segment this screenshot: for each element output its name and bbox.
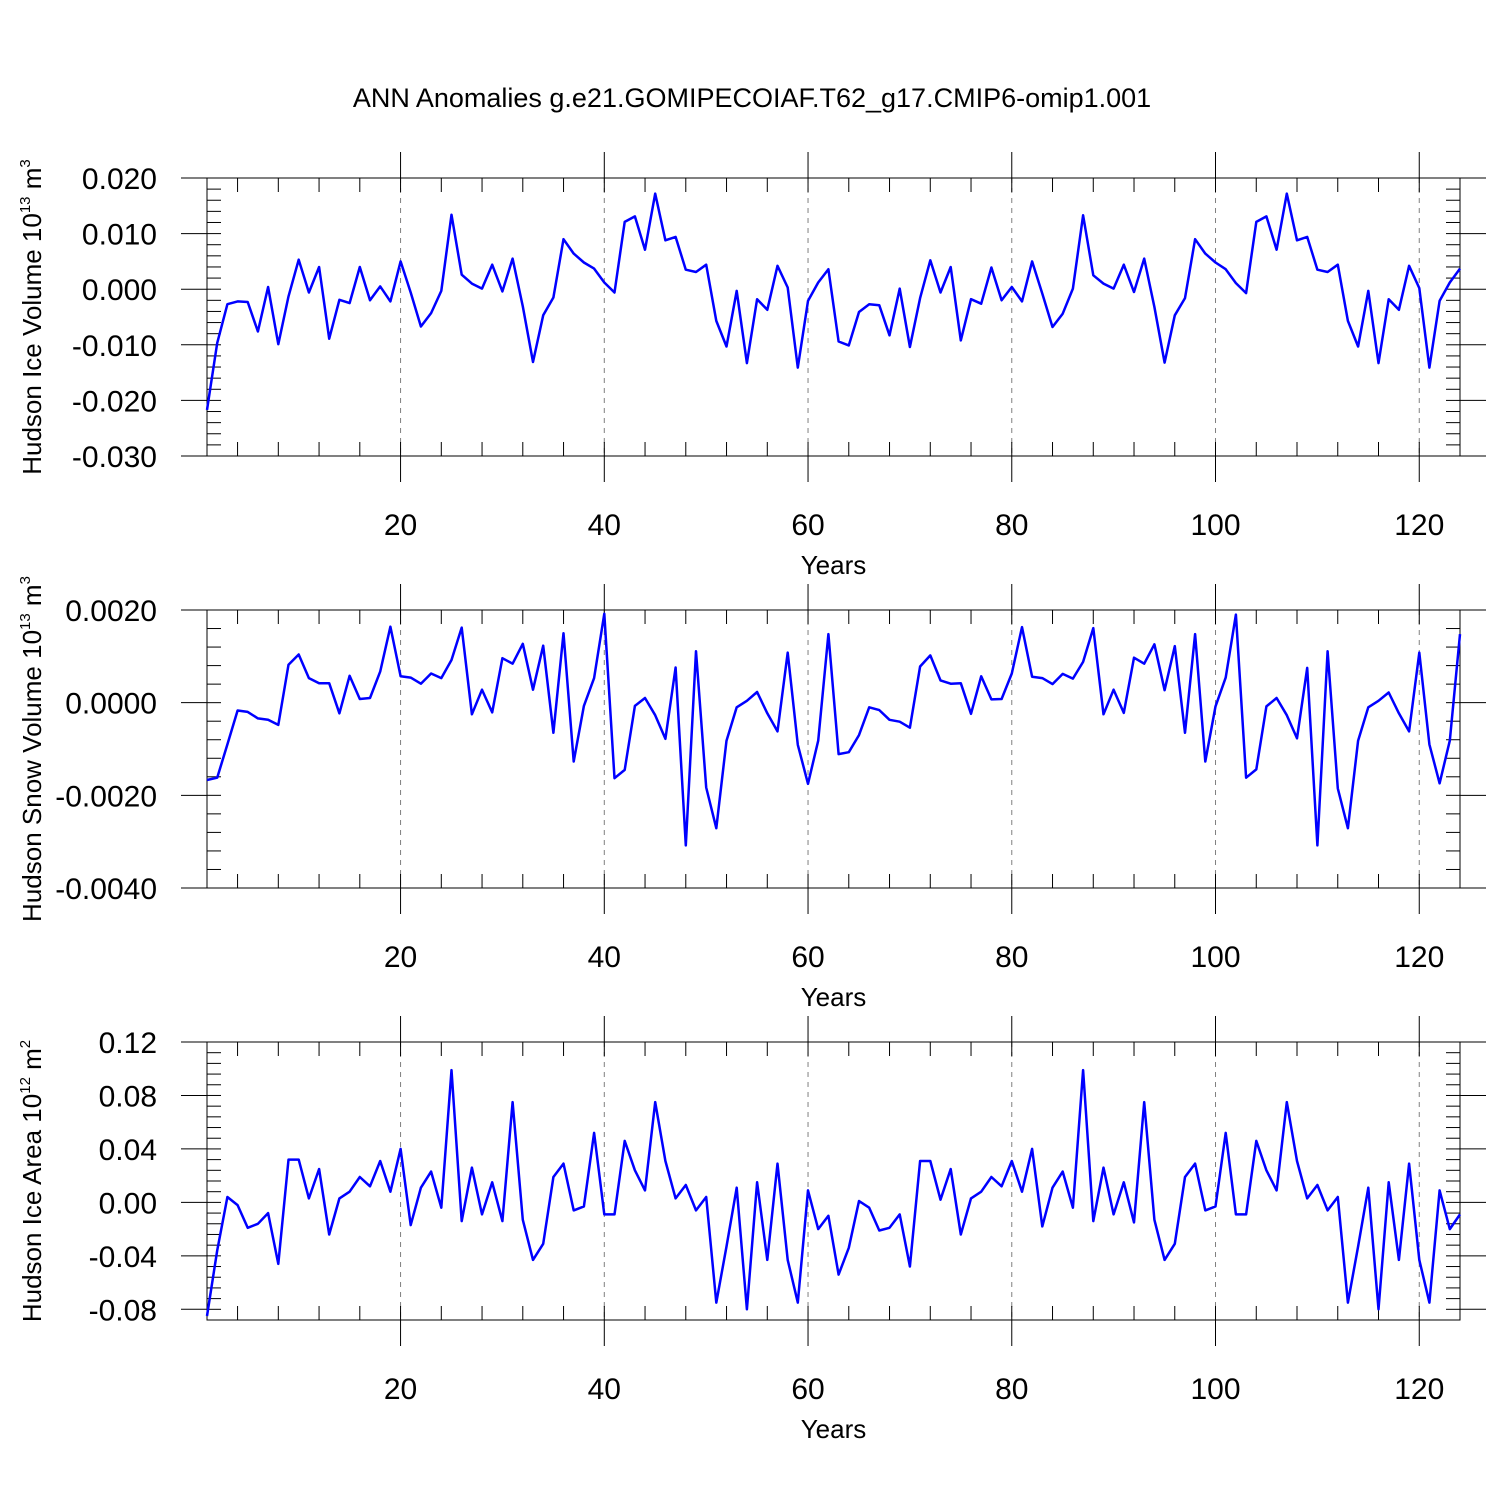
x-tick-label: 40 [588, 1373, 621, 1406]
y-tick-label: -0.04 [89, 1241, 157, 1274]
x-tick-label: 80 [995, 941, 1028, 974]
panels: 20 40 60 80 100 120 -0.030 -0.020 -0.010 0.000 0.0… [17, 152, 1486, 1444]
y-tick-label: 0.000 [82, 274, 157, 307]
panel-3: 20 40 60 80 100 120 -0.08 -0.04 0.00 0.04 0.08 0.12… [17, 1016, 1486, 1444]
series-line [206, 612, 1462, 847]
x-tick-label: 120 [1394, 941, 1444, 974]
x-axis-label: Years [801, 1414, 867, 1444]
y-tick-label: 0.12 [99, 1027, 157, 1060]
x-tick-label: 60 [791, 941, 824, 974]
y-tick-label: -0.020 [72, 385, 157, 418]
series-line [205, 192, 1462, 411]
x-tick-label: 100 [1190, 509, 1240, 542]
chart-title: ANN Anomalies g.e21.GOMIPECOIAF.T62_g17.… [353, 83, 1151, 113]
plot-frame [206, 1041, 1461, 1321]
y-tick-label: 0.04 [99, 1134, 157, 1167]
y-tick-label: -0.08 [89, 1294, 157, 1327]
x-tick-label: 80 [995, 509, 1028, 542]
y-tick-label: 0.010 [82, 219, 157, 252]
plot-frame [206, 609, 1461, 889]
x-tick-label: 60 [791, 509, 824, 542]
y-tick-label: 0.0000 [65, 688, 157, 721]
x-tick-label: 120 [1394, 1373, 1444, 1406]
x-tick-label: 40 [588, 941, 621, 974]
y-axis-label: Hudson Ice Area 1012 m2 [17, 1040, 47, 1322]
panel-2: 20 40 60 80 100 120 -0.0040 -0.0020 0.0000 0.0020… [17, 576, 1486, 1012]
x-tick-label: 40 [588, 509, 621, 542]
x-tick-label: 20 [384, 509, 417, 542]
y-axis-label: Hudson Snow Volume 1013 m3 [17, 576, 47, 922]
panel-1: 20 40 60 80 100 120 -0.030 -0.020 -0.010 0.000 0.0… [17, 152, 1486, 580]
y-axis-label: Hudson Ice Volume 1013 m3 [17, 159, 47, 475]
x-tick-label: 60 [791, 1373, 824, 1406]
series-line [205, 1068, 1462, 1317]
y-tick-label: -0.0020 [55, 780, 157, 813]
x-tick-label: 20 [384, 941, 417, 974]
y-tick-label: 0.020 [82, 163, 157, 196]
x-tick-label: 120 [1394, 509, 1444, 542]
x-axis-label: Years [801, 982, 867, 1012]
x-tick-label: 80 [995, 1373, 1028, 1406]
y-tick-label: 0.08 [99, 1080, 157, 1113]
x-tick-label: 20 [384, 1373, 417, 1406]
y-tick-label: -0.030 [72, 441, 157, 474]
y-tick-label: -0.010 [72, 330, 157, 363]
y-tick-label: 0.00 [99, 1187, 157, 1220]
x-tick-label: 100 [1190, 941, 1240, 974]
x-tick-label: 100 [1190, 1373, 1240, 1406]
y-tick-label: 0.0020 [65, 595, 157, 628]
y-tick-label: -0.0040 [55, 873, 157, 906]
plot-frame [206, 177, 1461, 457]
x-axis-label: Years [801, 550, 867, 580]
